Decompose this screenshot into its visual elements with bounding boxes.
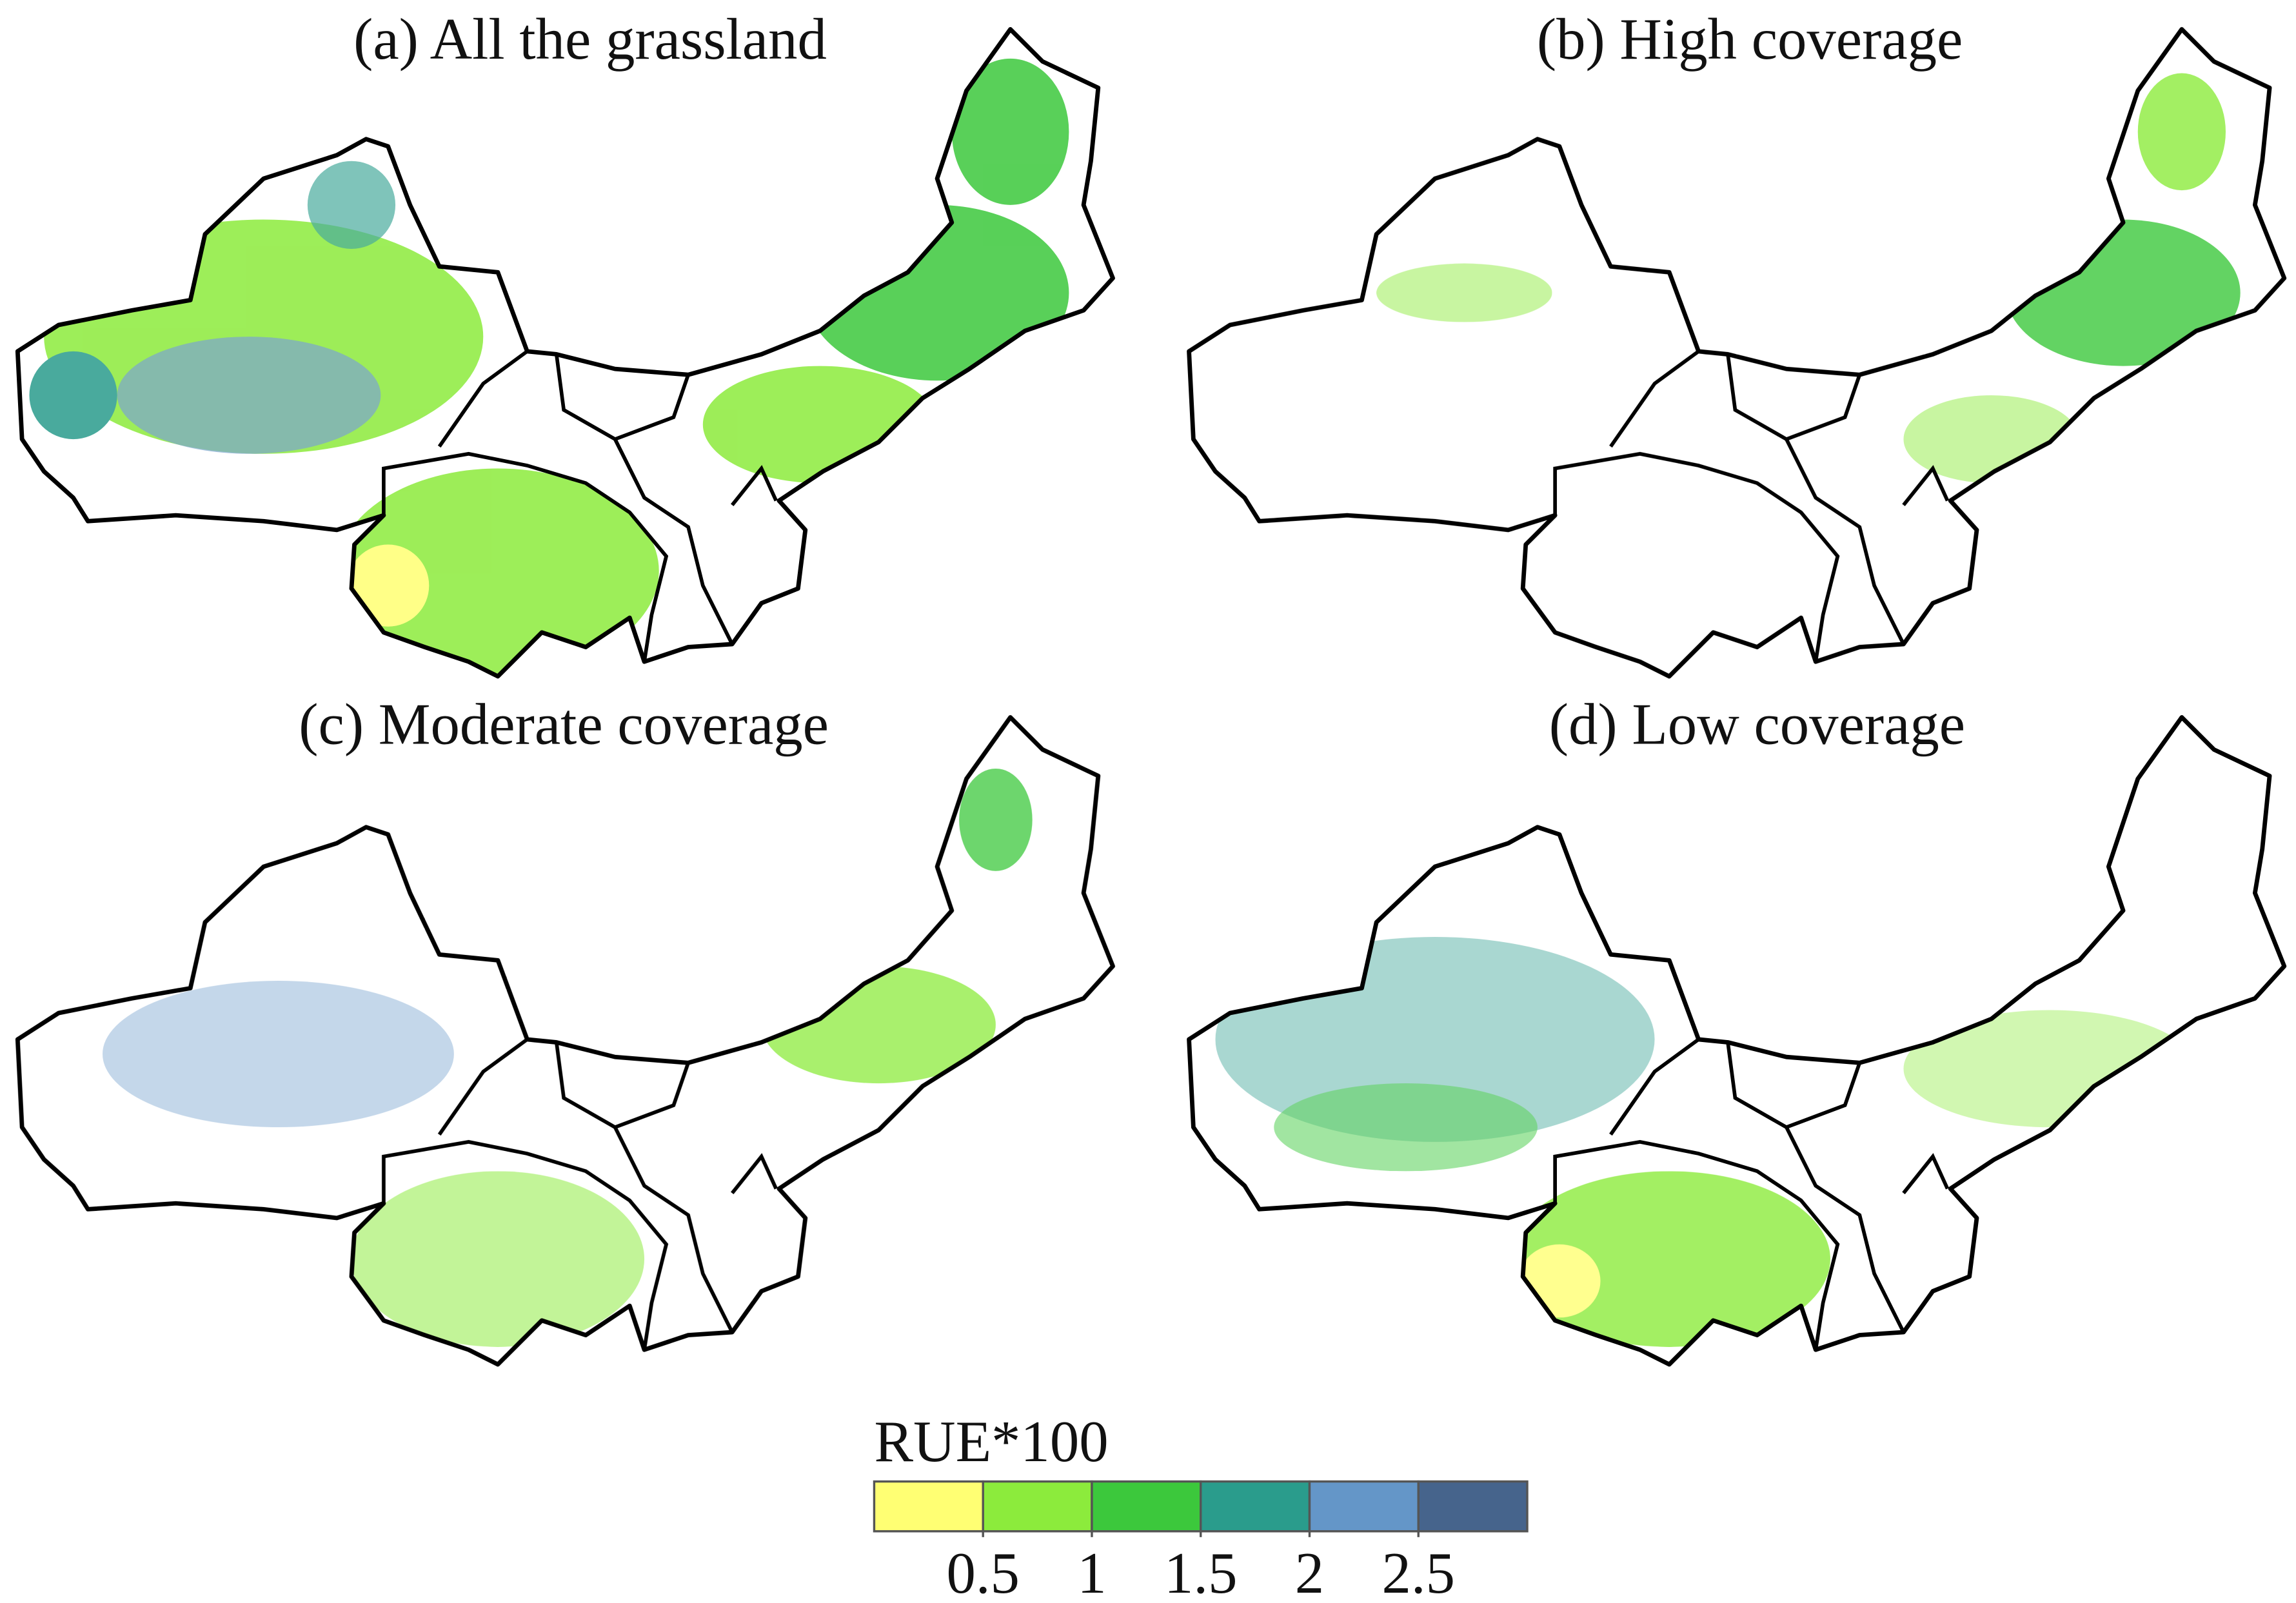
panel-title: (d) Low coverage — [1549, 691, 1965, 756]
map-panel-d — [1189, 717, 2284, 1364]
map-panel-b — [1189, 29, 2284, 676]
legend-tick-label: 1.5 — [1164, 1540, 1238, 1603]
rue-pattern — [102, 768, 1033, 1347]
legend-swatch — [982, 1480, 1093, 1533]
panel-title: (c) Moderate coverage — [299, 691, 829, 756]
legend-swatch — [1091, 1480, 1202, 1533]
map-panel-a — [17, 29, 1113, 676]
legend-swatch — [1417, 1480, 1529, 1533]
legend: 0.5 1 1.5 2 2.5 — [873, 1480, 1529, 1603]
legend-tick-label: 1 — [1077, 1540, 1106, 1603]
map-panel-c — [17, 717, 1113, 1364]
legend-tick-label: 2 — [1295, 1540, 1324, 1603]
panel-title: (a) All the grassland — [353, 6, 827, 72]
legend-swatch — [873, 1480, 984, 1533]
legend-tick-label: 2.5 — [1382, 1540, 1456, 1603]
legend-tick-label: 0.5 — [946, 1540, 1020, 1603]
rue-pattern — [1376, 73, 2241, 484]
legend-swatch — [1200, 1480, 1311, 1533]
rue-pattern — [1215, 937, 2197, 1347]
legend-swatch — [1308, 1480, 1420, 1533]
legend-title: RUE*100 — [874, 1409, 1108, 1474]
panel-title: (b) High coverage — [1537, 6, 1963, 72]
rue-pattern — [29, 58, 1069, 674]
